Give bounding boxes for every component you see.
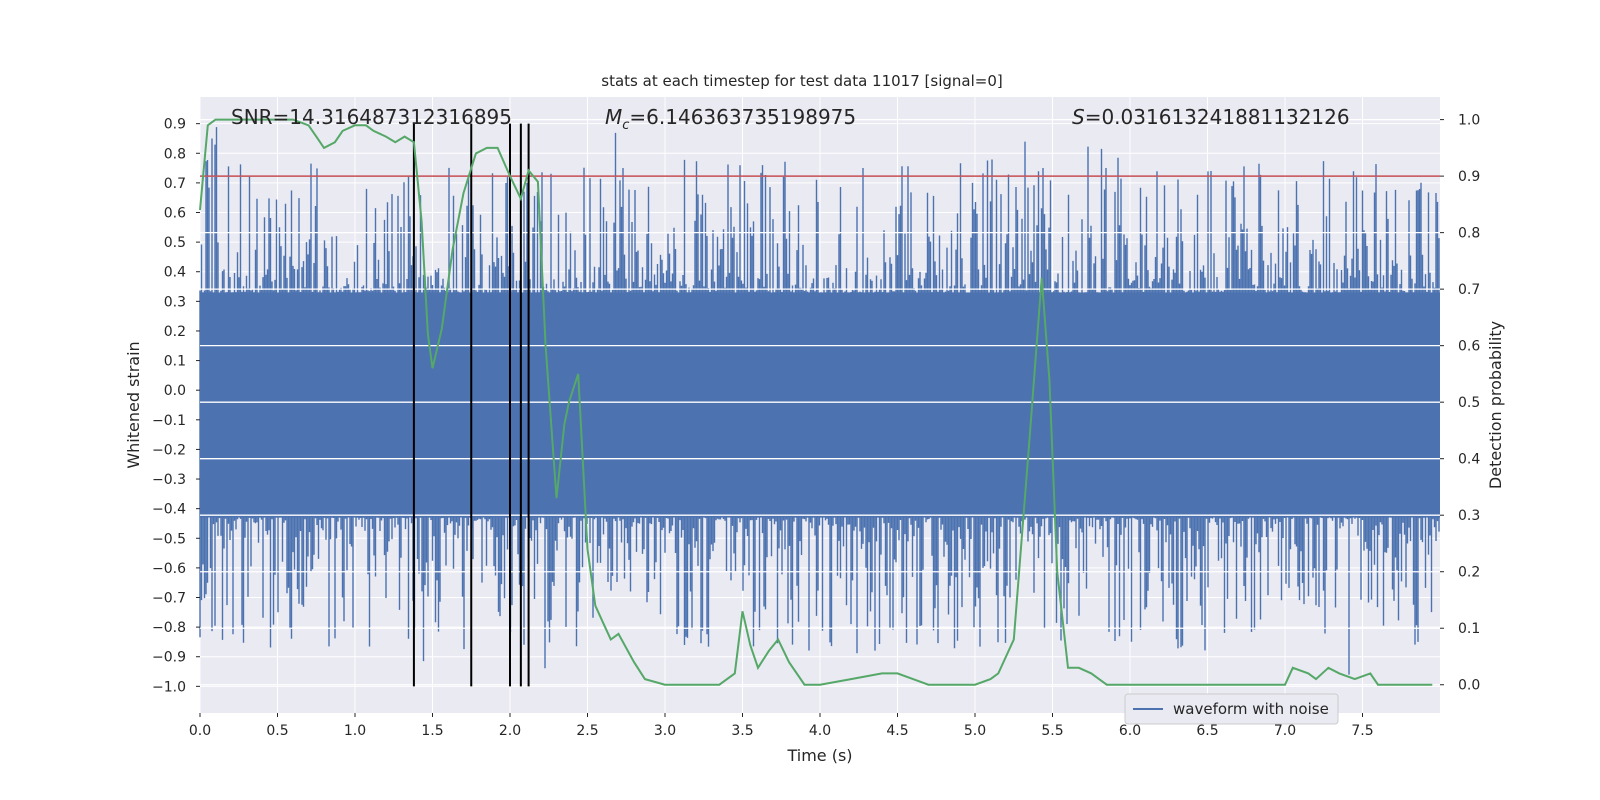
y-left-tick-label: −0.2 <box>152 442 186 458</box>
y-left-tick-label: 0.7 <box>164 176 186 192</box>
x-tick-label: 0.0 <box>189 723 211 739</box>
s-annotation: S=0.031613241881132126 <box>1072 105 1350 129</box>
y-left-tick-label: −0.1 <box>152 413 186 429</box>
probability-line <box>199 118 1433 686</box>
y-right-tick-label: 0.2 <box>1458 565 1480 581</box>
x-tick-label: 7.5 <box>1351 723 1373 739</box>
chirp-mass-value: =6.146363735198975 <box>629 105 856 129</box>
y-left-tick-label: −0.5 <box>152 531 186 547</box>
x-tick-label: 0.5 <box>266 723 288 739</box>
y-left-tick-label: −0.9 <box>152 650 186 666</box>
y-left-tick-label: 0.3 <box>164 294 186 310</box>
y-left-tick-label: 0.2 <box>164 324 186 340</box>
y-left-tick-label: −0.6 <box>152 561 186 577</box>
y-left-tick-label: −0.7 <box>152 591 186 607</box>
y-left-tick-label: −0.3 <box>152 472 186 488</box>
y-right-tick-label: 0.9 <box>1458 169 1480 185</box>
legend-box <box>1124 693 1339 725</box>
x-axis-label: Time (s) <box>786 746 852 765</box>
x-tick-label: 5.5 <box>1041 723 1063 739</box>
y-left-tick-label: −0.8 <box>152 620 186 636</box>
y-left-tick-label: 0.9 <box>164 117 186 133</box>
x-tick-label: 2.5 <box>576 723 598 739</box>
x-tick-label: 1.0 <box>344 723 366 739</box>
y-right-tick-label: 1.0 <box>1458 113 1480 129</box>
y-right-tick-labels: 1.0 0.9 0.8 0.7 0.6 0.5 0.4 0.3 0.2 0.1 0.0 <box>1440 113 1480 694</box>
y-right-tick-label: 0.7 <box>1458 282 1480 298</box>
y-left-tick-label: −0.4 <box>152 502 186 518</box>
chirp-mass-annotation: Mc=6.146363735198975 <box>605 105 856 133</box>
waveform-series <box>199 127 1440 675</box>
legend: waveform with noise <box>1124 693 1339 725</box>
y-right-tick-label: 0.8 <box>1458 226 1480 242</box>
y-right-tick-label: 0.3 <box>1458 508 1480 524</box>
y-left-tick-labels: 0.9 0.8 0.7 0.6 0.5 0.4 0.3 0.2 0.1 0.0 −0.1 −0.2 −0… <box>152 117 200 695</box>
x-tick-label: 4.0 <box>809 723 831 739</box>
legend-label: waveform with noise <box>1173 700 1329 718</box>
y-left-tick-label: 0.1 <box>164 354 186 370</box>
y-right-tick-label: 0.1 <box>1458 621 1480 637</box>
y-left-tick-label: 0.6 <box>164 206 186 222</box>
chart-title: stats at each timestep for test data 110… <box>601 72 1002 90</box>
y-left-tick-label: 0.4 <box>164 265 186 281</box>
x-tick-label: 7.0 <box>1274 723 1296 739</box>
x-tick-label: 6.0 <box>1119 723 1141 739</box>
chirp-mass-subscript: c <box>622 118 629 133</box>
x-tick-label: 6.5 <box>1196 723 1218 739</box>
x-tick-labels: 0.0 0.5 1.0 1.5 2.0 2.5 3.0 3.5 4.0 4.5 5.0 5.5 6.0 6… <box>189 713 1374 739</box>
waveform-trace <box>199 127 1440 675</box>
s-value: =0.031613241881132126 <box>1085 105 1350 129</box>
vertical-markers <box>412 123 530 687</box>
x-tick-label: 3.5 <box>731 723 753 739</box>
s-symbol: S <box>1072 105 1085 129</box>
snr-annotation: SNR=14.316487312316895 <box>231 105 512 129</box>
chirp-mass-symbol: M <box>605 105 622 129</box>
y-left-tick-label: 0.0 <box>164 383 186 399</box>
y-right-tick-label: 0.5 <box>1458 395 1480 411</box>
y-right-tick-label: 0.6 <box>1458 339 1480 355</box>
x-tick-label: 5.0 <box>964 723 986 739</box>
x-tick-label: 1.5 <box>421 723 443 739</box>
y-right-axis-label: Detection probability <box>1486 321 1505 489</box>
y-right-tick-label: 0.4 <box>1458 452 1480 468</box>
y-left-tick-label: 0.8 <box>164 146 186 162</box>
y-right-tick-label: 0.0 <box>1458 678 1480 694</box>
x-tick-label: 2.0 <box>499 723 521 739</box>
y-left-tick-label: 0.5 <box>164 235 186 251</box>
y-left-axis-label: Whitened strain <box>124 341 143 468</box>
x-tick-label: 3.0 <box>654 723 676 739</box>
x-tick-label: 4.5 <box>886 723 908 739</box>
y-left-tick-label: −1.0 <box>152 679 186 695</box>
